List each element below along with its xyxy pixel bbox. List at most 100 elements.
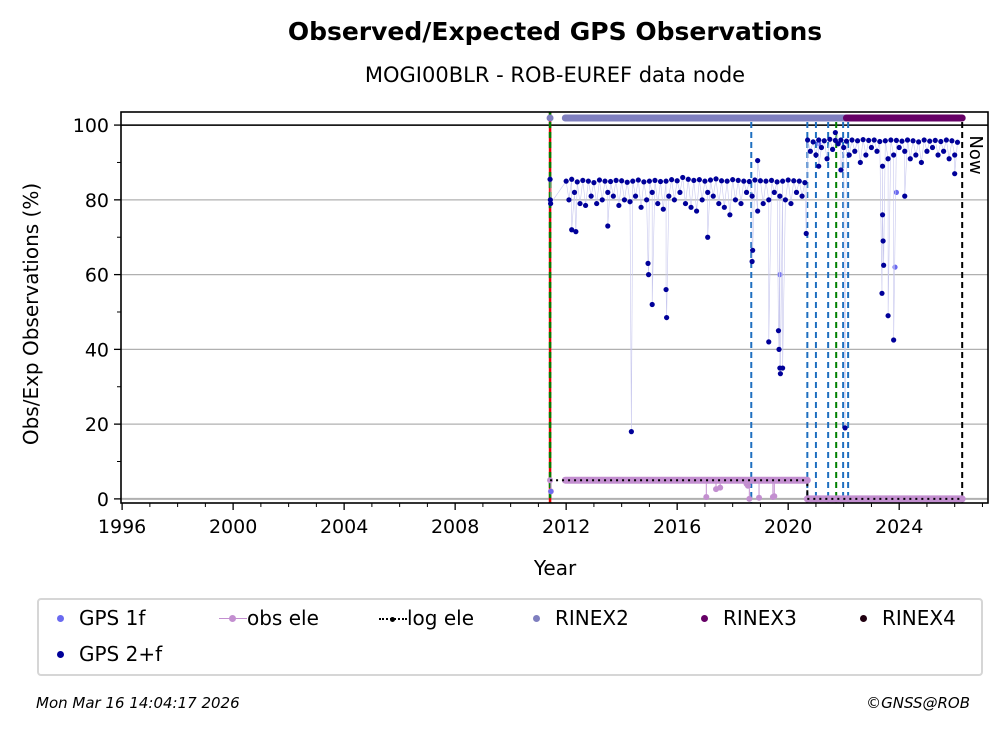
gps-2f-point	[573, 229, 579, 235]
gps-2f-point	[613, 177, 619, 184]
gps-2f-point	[649, 301, 655, 308]
legend-label: RINEX3	[723, 606, 797, 630]
gps-2f-point	[580, 177, 586, 184]
gps-2f-point	[924, 148, 930, 154]
gps-2f-point	[799, 193, 805, 199]
gps-2f-point	[566, 197, 572, 203]
gps-2f-point	[646, 178, 653, 184]
gps-2f-point	[838, 167, 844, 173]
gps-2f-point	[652, 177, 658, 184]
gps-2f-point	[591, 180, 597, 186]
gps-2f-point	[738, 200, 744, 207]
gps-2f-point	[645, 272, 652, 278]
timestamp: Mon Mar 16 14:04:17 2026	[36, 694, 240, 712]
x-tick-label: 2012	[542, 516, 590, 538]
chart-title: Observed/Expected GPS Observations	[287, 17, 823, 46]
gps-2f-point	[902, 193, 908, 199]
gps-2f-point	[574, 179, 580, 185]
legend-label: GPS 2+f	[79, 642, 163, 666]
gps-2f-point	[866, 137, 872, 144]
y-tick-label: 20	[85, 414, 109, 436]
gps-2f-point	[766, 197, 772, 203]
chart-subtitle: MOGI00BLR - ROB-EUREF data node	[364, 63, 746, 87]
gps-2f-point	[780, 365, 786, 371]
now-label: Now	[965, 135, 986, 174]
x-tick-label: 2016	[653, 516, 701, 538]
x-tick-label: 2024	[875, 516, 923, 538]
gps-2f-point	[791, 178, 797, 184]
gps-2f-point	[663, 178, 669, 184]
gps-2f-point	[632, 193, 639, 199]
gps-2f-point	[807, 148, 813, 154]
gps-1f-point	[892, 264, 898, 270]
obs-ele-point	[703, 494, 710, 501]
gps-2f-point	[588, 193, 594, 199]
gps-2f-point	[605, 189, 611, 195]
dot-icon	[527, 608, 555, 628]
gps-2f-point	[755, 157, 761, 164]
gps-2f-point	[785, 177, 791, 183]
gps-2f-point	[885, 156, 891, 162]
gps-2f-point	[724, 178, 730, 184]
legend: GPS 1f obs ele log ele RINEX2 RINEX3 RIN…	[37, 598, 983, 676]
gps-2f-point	[752, 177, 758, 183]
gps-2f-point	[630, 178, 636, 184]
gps-2f-point	[857, 159, 863, 166]
gps-2f-point	[763, 178, 769, 184]
gps-2f-point	[638, 204, 644, 210]
gps-2f-point	[935, 152, 941, 158]
obs-ele-point	[771, 493, 778, 500]
gps-2f-point	[547, 197, 553, 203]
gps-2f-point	[891, 337, 897, 343]
gps-2f-point	[810, 139, 816, 145]
x-tick-label: 1996	[98, 516, 146, 538]
gps-2f-point	[940, 148, 947, 154]
x-tick-label: 2004	[320, 516, 368, 538]
credit: ©GNSS@ROB	[866, 694, 970, 712]
gps-2f-point	[610, 193, 616, 199]
gps-2f-point	[760, 200, 766, 207]
gps-2f-point	[879, 163, 886, 169]
gps-2f-point	[910, 138, 916, 144]
gps-2f-point	[757, 178, 764, 184]
gps-2f-point	[802, 180, 808, 186]
gps-2f-point	[938, 138, 944, 145]
dot-icon	[854, 608, 882, 628]
gps-2f-point	[952, 152, 958, 158]
gps-2f-point	[635, 177, 641, 183]
gps-1f-point	[548, 488, 554, 495]
gps-2f-point	[655, 200, 661, 207]
legend-label: log ele	[407, 606, 475, 630]
gps-2f-point	[860, 137, 866, 143]
dot-icon	[695, 608, 723, 628]
gps-2f-point	[863, 152, 869, 158]
gps-2f-point	[602, 178, 608, 184]
gps-2f-point	[627, 199, 633, 205]
gps-2f-point	[624, 179, 630, 185]
gps-2f-point	[871, 137, 877, 143]
gps-2f-point	[750, 247, 756, 253]
gps-2f-point	[879, 290, 885, 296]
y-tick-label: 40	[85, 339, 109, 361]
gps-2f-point	[682, 200, 689, 207]
gps-2f-point	[879, 212, 886, 218]
gps-2f-point	[732, 197, 739, 203]
gps-2f-point	[571, 189, 578, 195]
legend-item-gps2f: GPS 2+f	[51, 642, 162, 666]
gps-2f-point	[569, 227, 575, 233]
gps-1f-point	[893, 189, 900, 195]
gps-2f-point	[741, 178, 747, 184]
gps-2f-point	[585, 178, 591, 184]
gps-2f-point	[664, 314, 670, 321]
gps-2f-point	[849, 137, 855, 143]
gps-2f-point	[768, 177, 775, 184]
gps-2f-point	[599, 197, 605, 203]
chart-plot: 0 20 40 60 80 100 1996 2000 2004 2008 2012 2016 2020…	[19, 111, 989, 580]
gps-2f-point	[921, 137, 927, 143]
gps-2f-point	[796, 178, 802, 184]
gps-2f-point	[666, 193, 672, 199]
gps-2f-point	[913, 152, 919, 158]
gps-2f-point	[949, 138, 955, 144]
gps-2f-point	[893, 137, 900, 144]
gps-2f-point	[746, 178, 752, 185]
